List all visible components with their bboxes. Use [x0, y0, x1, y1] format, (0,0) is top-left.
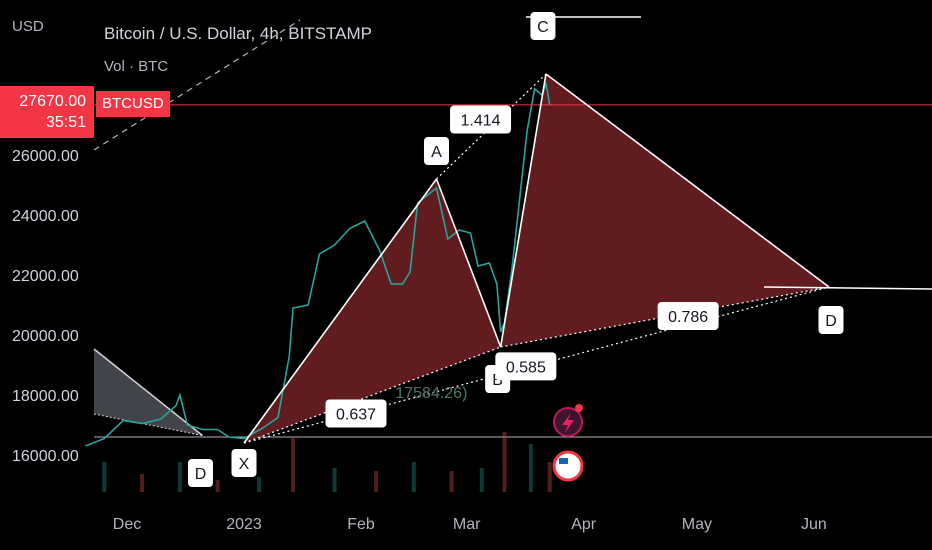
x-tick-label: Dec — [113, 516, 141, 533]
volume-bar — [102, 462, 107, 492]
point-label-c: C — [537, 19, 549, 36]
pattern-ratio-line-xb — [243, 346, 501, 444]
event-dot-icon — [575, 404, 583, 412]
current-price-tag[interactable]: 27670.00 35:51 — [0, 86, 94, 138]
ratio-label-box — [657, 302, 719, 330]
volume-bar — [140, 474, 145, 492]
pattern-xab-fill — [244, 179, 501, 443]
volume-bar — [449, 471, 454, 492]
prior-point-label-d-box — [187, 459, 213, 487]
pattern-leg-ab — [435, 178, 502, 348]
y-tick-label: 22000.00 — [12, 268, 79, 285]
volume-bar — [411, 462, 416, 492]
x-tick-label: Feb — [347, 516, 375, 533]
prior-pattern-leg — [93, 348, 203, 437]
point-label-a-box — [423, 137, 449, 165]
point-label-a: A — [431, 144, 442, 161]
y-tick-label: 16000.00 — [12, 448, 79, 465]
us-flag-icon — [552, 450, 584, 482]
ratio-label: 0.637 — [336, 407, 376, 424]
ratio-label: 1.414 — [461, 113, 501, 130]
volume-subtitle: Vol · BTC — [104, 58, 169, 75]
point-label-x: X — [239, 456, 250, 473]
x-tick-label: Apr — [571, 516, 597, 533]
chart-title: Bitcoin / U.S. Dollar, 4h, BITSTAMP — [104, 24, 372, 43]
y-tick-label: 24000.00 — [12, 208, 79, 225]
current-price-value: 27670.00 — [19, 93, 86, 110]
volume-bar — [374, 471, 379, 492]
ratio-label-box — [450, 105, 512, 134]
pattern-bcd-fill — [500, 74, 829, 347]
y-tick-label: 18000.00 — [12, 388, 79, 405]
volume-bar — [177, 462, 182, 492]
level-line-d — [763, 286, 932, 290]
volume-bar — [479, 468, 484, 492]
volume-bar — [547, 462, 552, 492]
ratio-label-box — [495, 352, 557, 381]
prior-pattern-extension — [93, 19, 301, 151]
x-tick-label: 2023 — [226, 516, 262, 533]
prior-pattern-dotted — [93, 413, 203, 436]
annotation-label: 17584.26) — [395, 385, 467, 402]
us-flag-canton-icon — [559, 458, 568, 464]
pattern-leg-xa — [243, 178, 438, 444]
symbol-tag[interactable]: BTCUSD — [96, 91, 170, 117]
volume-bar — [332, 468, 337, 492]
volume-bar — [528, 444, 533, 492]
pattern-leg-cd — [545, 73, 830, 288]
point-label-x-box — [231, 449, 257, 477]
x-tick-label: Jun — [801, 516, 827, 533]
y-tick-label: 26000.00 — [12, 148, 79, 165]
ratio-label: 0.585 — [506, 359, 546, 376]
point-label-d: D — [825, 313, 837, 330]
point-label-d-box — [818, 306, 844, 334]
x-tick-label: Mar — [453, 516, 481, 533]
ratio-label-box — [325, 399, 387, 428]
x-tick-label: May — [682, 516, 712, 533]
volume-bar — [215, 480, 220, 492]
pattern-leg-bc — [499, 73, 547, 348]
point-label-b: B — [492, 372, 503, 389]
y-tick-label: 20000.00 — [12, 328, 79, 345]
volume-bar — [502, 432, 507, 492]
point-label-c-box — [530, 12, 556, 40]
prior-point-label-d: D — [195, 466, 207, 483]
candle-countdown: 35:51 — [45, 114, 86, 131]
lightning-bolt-icon — [562, 413, 574, 433]
volume-bar — [257, 477, 262, 492]
y-axis-unit: USD — [12, 18, 44, 35]
ratio-label: 0.786 — [668, 309, 708, 326]
volume-bar — [291, 438, 296, 492]
